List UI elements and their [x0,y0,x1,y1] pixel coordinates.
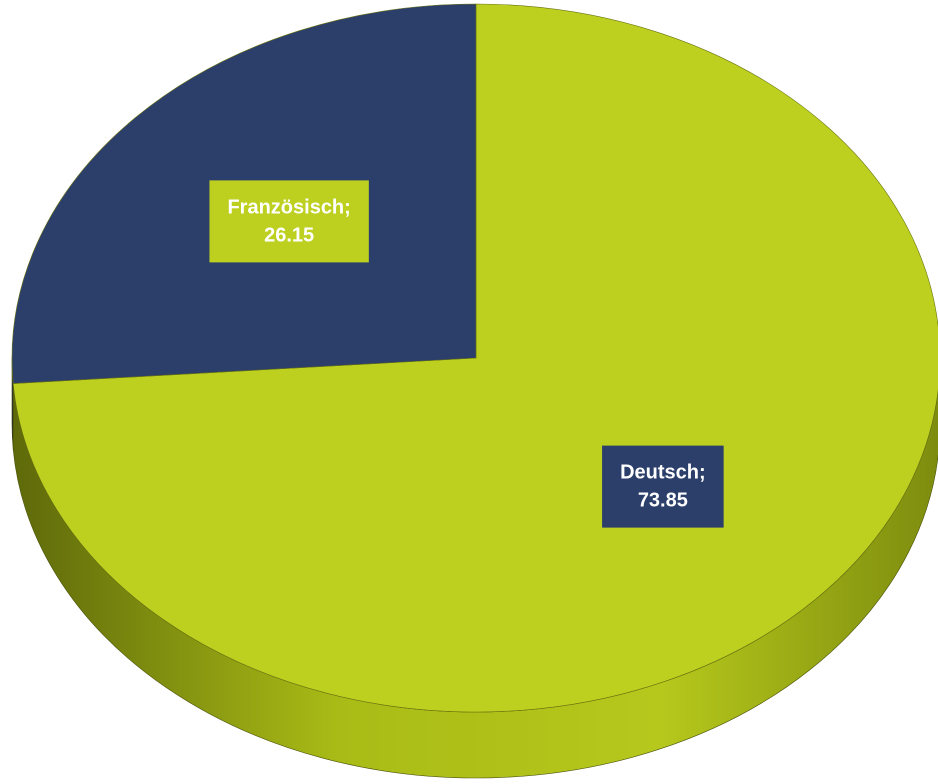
pie-slice [12,3,938,713]
data-label-value: 73.85 [638,490,688,512]
label-separator: ; [699,462,706,484]
data-label-box [602,445,724,528]
data-label-box [209,180,369,263]
label-separator: ; [344,196,351,218]
data-label-value: 26.15 [264,224,314,246]
data-label: Französisch; [227,196,350,218]
label-category: Deutsch [620,462,699,484]
label-category: Französisch [227,196,344,218]
data-label: Deutsch; [620,462,706,484]
